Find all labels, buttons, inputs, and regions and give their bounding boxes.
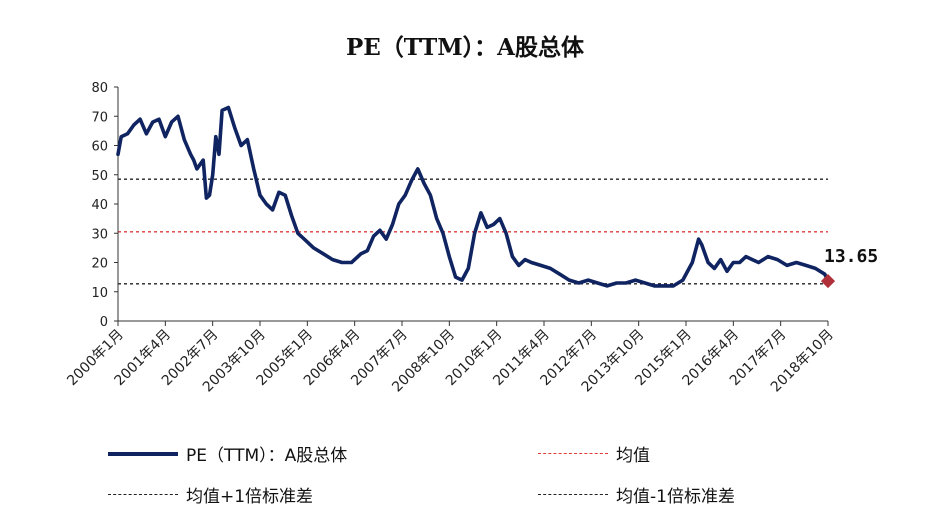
y-tick-label: 80 — [91, 81, 108, 96]
legend-item-upper: 均值+1倍标准差 — [108, 482, 313, 507]
y-tick-label: 30 — [91, 227, 108, 242]
last-value-marker — [820, 274, 836, 289]
y-tick-label: 60 — [91, 140, 108, 155]
legend-item-main: PE（TTM）：A股总体 — [108, 441, 347, 466]
legend-item-lower: 均值-1倍标准差 — [538, 482, 735, 507]
chart-title: PE（TTM）：A股总体 — [345, 34, 585, 61]
legend-swatch-upper — [108, 494, 178, 495]
legend-label-lower: 均值-1倍标准差 — [616, 487, 735, 507]
y-tick-label: 70 — [91, 110, 108, 125]
legend-label-mean: 均值 — [616, 446, 650, 466]
y-tick-label: 40 — [91, 198, 108, 213]
y-tick-label: 10 — [91, 286, 108, 301]
legend-label-main: PE（TTM）：A股总体 — [186, 446, 348, 466]
y-tick-label: 20 — [91, 257, 108, 272]
legend-item-mean: 均值 — [538, 441, 650, 466]
series-line-0 — [116, 105, 830, 288]
y-tick-label: 50 — [91, 169, 108, 184]
last-value-label: 13.65 — [824, 246, 878, 267]
legend-swatch-mean — [538, 453, 608, 454]
legend-swatch-lower — [538, 494, 608, 495]
legend-swatch-main — [108, 451, 178, 456]
y-tick-label: 0 — [100, 315, 108, 330]
legend-label-upper: 均值+1倍标准差 — [186, 487, 314, 507]
